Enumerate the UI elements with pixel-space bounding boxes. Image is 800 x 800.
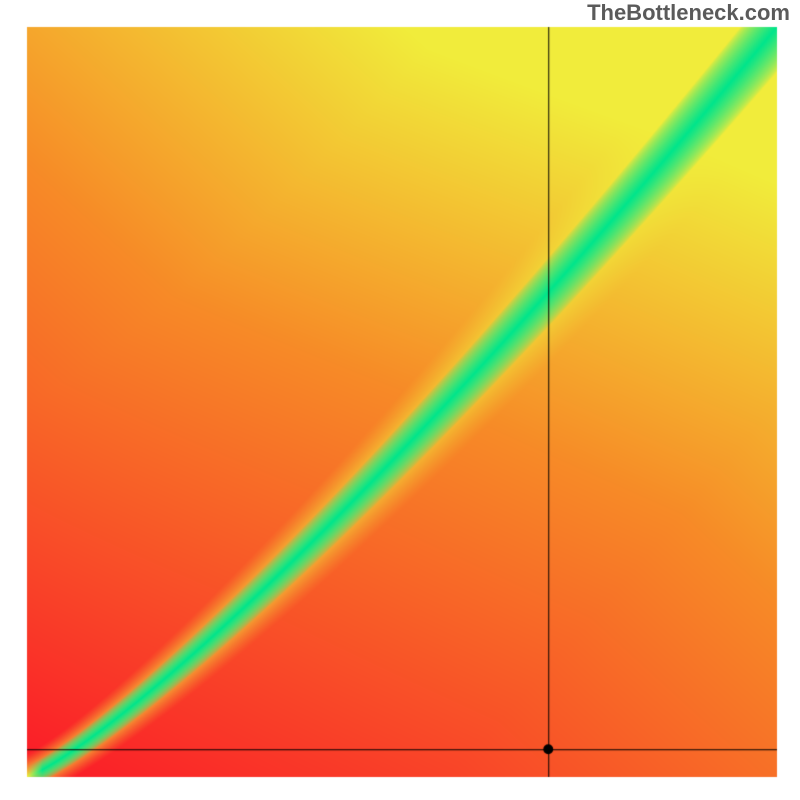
heatmap-canvas bbox=[0, 0, 800, 800]
watermark-text: TheBottleneck.com bbox=[587, 0, 790, 26]
chart-container: TheBottleneck.com bbox=[0, 0, 800, 800]
